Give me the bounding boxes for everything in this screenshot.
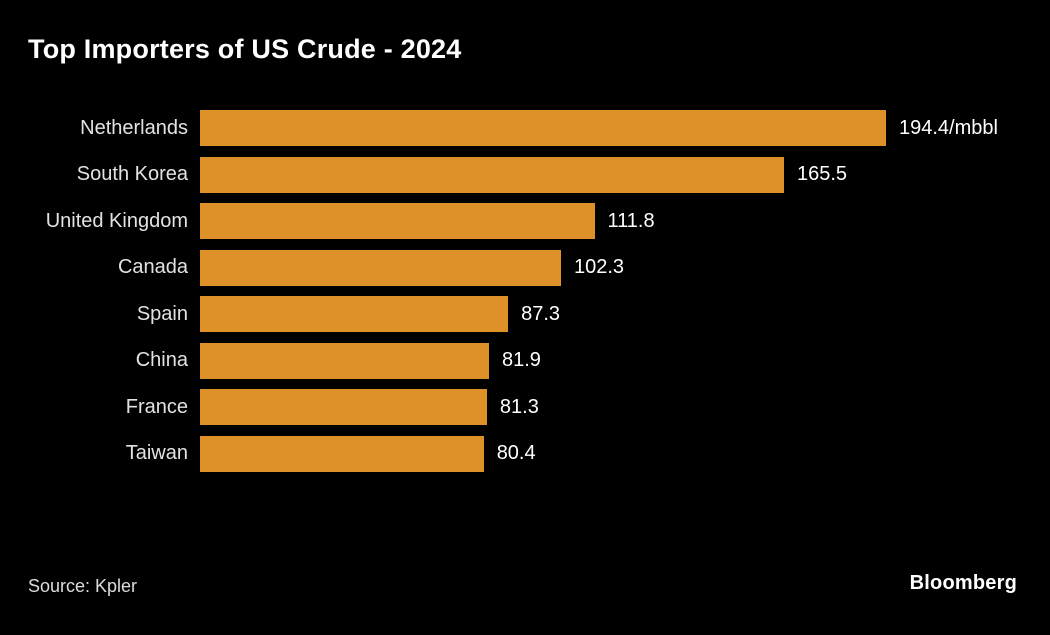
bar-row: France 81.3 (0, 389, 1050, 425)
bar (200, 342, 489, 379)
category-label: South Korea (76, 163, 188, 185)
bloomberg-logo: Bloomberg (909, 572, 1017, 594)
category-label: Spain (136, 302, 188, 325)
bar (200, 110, 886, 146)
category-label: United Kingdom (45, 209, 188, 232)
value-label: 81.9 (502, 349, 541, 371)
value-label: 80.4 (496, 442, 536, 464)
bar-row: Taiwan 80.4 (0, 435, 1050, 472)
category-label: Canada (117, 256, 188, 278)
source-note: Source: Kpler (28, 576, 138, 596)
bar (200, 203, 595, 239)
bar-row: United Kingdom 111.8 (0, 203, 1050, 239)
bar-row: South Korea 165.5 (0, 156, 1050, 193)
bar-row: Canada 102.3 (0, 249, 1050, 286)
chart-title: Top Importers of US Crude - 2024 (28, 34, 462, 64)
category-label: China (135, 349, 188, 371)
value-label: 194.4/mbbl (899, 116, 998, 139)
bar-chart: Netherlands 194.4/mbbl South Korea 165.5… (0, 110, 1050, 482)
bar-row: Netherlands 194.4/mbbl (0, 110, 1050, 146)
bar (200, 156, 784, 193)
bar-row: Spain 87.3 (0, 296, 1050, 332)
value-label: 165.5 (797, 163, 848, 185)
bar (200, 435, 484, 472)
bar (200, 296, 509, 332)
value-label: 111.8 (607, 209, 655, 232)
value-label: 102.3 (574, 256, 625, 278)
category-label: Netherlands (80, 116, 188, 139)
bar (200, 389, 487, 425)
bar (200, 249, 561, 286)
value-label: 87.3 (521, 302, 561, 325)
category-label: Taiwan (125, 442, 188, 464)
category-label: France (125, 395, 188, 418)
value-label: 81.3 (499, 395, 539, 418)
bar-row: China 81.9 (0, 342, 1050, 379)
